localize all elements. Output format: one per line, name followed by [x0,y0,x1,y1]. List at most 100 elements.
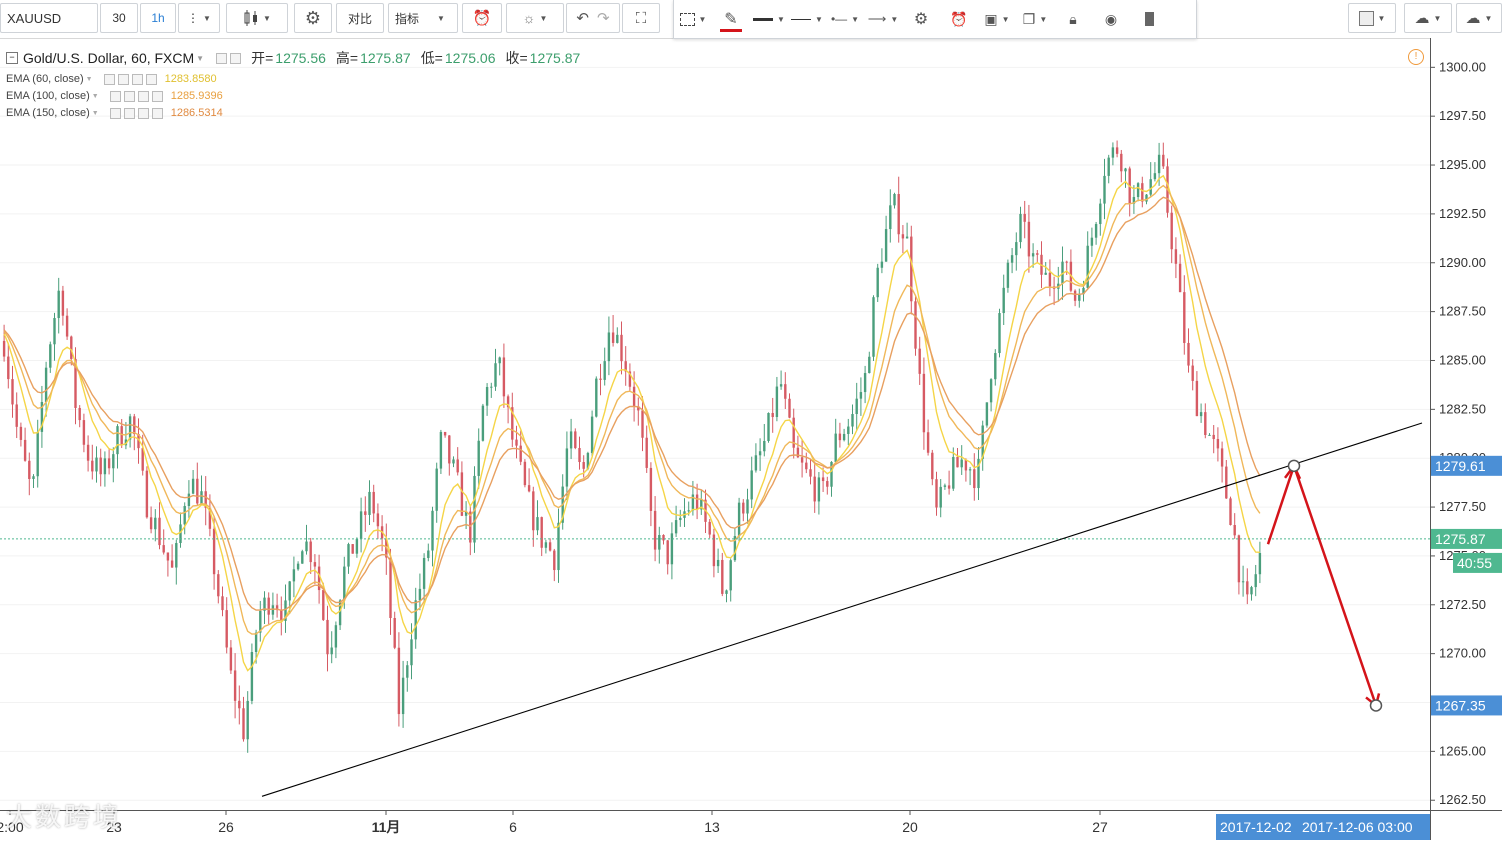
alert-button[interactable]: ⏰ [462,3,502,33]
candle-body [217,574,220,597]
line-dot-icon: •— [830,12,848,26]
visibility-button[interactable]: ◉ [1092,4,1130,34]
time-axis-svg: 2:00 23 26 11月 6 13 20 27 2017-12-02 2017-12-06 0… [0,811,1430,840]
price-axis[interactable]: 1300.00 1297.50 1295.00 1292.50 1290.00 1287.… [1430,38,1502,810]
undo-icon[interactable]: ↶ [576,10,589,27]
candle-body [708,521,711,535]
delete-drawing-button[interactable] [1130,4,1168,34]
candle-body [317,566,321,591]
candle-body [624,361,627,372]
candle-body [893,193,896,206]
candle-body [536,517,539,531]
symbol-search-input[interactable]: XAUUSD [0,3,98,33]
candle-body [107,458,111,469]
eye-icon[interactable] [103,73,115,85]
layout-button[interactable]: ▼ [1348,3,1396,33]
line-style-tool[interactable]: ▼ [788,4,826,34]
interval-input[interactable]: 30 [100,3,138,33]
line-end-tool[interactable]: ⟶ ▼ [864,4,902,34]
candle-body [65,315,69,337]
projection-handle-2 [1369,699,1383,712]
save-layout-button[interactable]: ☁ ▼ [1456,3,1502,33]
projection-path [1266,461,1378,706]
chevron-down-icon[interactable]: ▼ [196,53,205,63]
more-intervals-button[interactable]: ⋮ ▼ [178,3,220,33]
interval-unit-button[interactable]: 1h [140,3,176,33]
collapse-icon[interactable]: − [6,52,18,64]
price-tick-label: 1262.50 [1439,792,1486,807]
lock-icon: 🔒︎ [1069,10,1077,27]
chart-settings-button[interactable]: ⚙ [294,3,332,33]
eye-icon: ◉ [1104,10,1118,27]
plus-icon[interactable] [137,90,149,102]
candle-body [1170,212,1173,250]
candle-body [733,536,737,561]
close-icon[interactable] [151,107,163,119]
close-icon[interactable] [145,73,157,85]
warning-icon[interactable]: ! [1408,49,1424,65]
time-axis[interactable]: 2:00 23 26 11月 6 13 20 27 2017-12-02 2017-12-06 0… [0,810,1430,840]
candle-body [716,559,720,567]
bring-front-button[interactable]: ▣ ▼ [978,4,1016,34]
gear-icon[interactable] [230,52,242,64]
candle-body [603,361,606,380]
high-value: 1275.87 [360,50,411,66]
fullscreen-icon: ⛶ [635,9,647,27]
candle-body [1073,290,1077,301]
gear-icon[interactable] [123,107,135,119]
gear-icon[interactable] [117,73,129,85]
time-tick-label: 26 [218,819,234,835]
line-width-tool[interactable]: ▼ [750,4,788,34]
fullscreen-button[interactable]: ⛶ [622,3,660,33]
selection-tool[interactable]: ▼ [674,4,712,34]
eye-icon[interactable] [216,52,228,64]
chevron-down-icon: ▼ [1001,14,1010,24]
lock-button[interactable]: 🔒︎ [1054,4,1092,34]
load-layout-button[interactable]: ☁ ▼ [1404,3,1452,33]
cursor-date-bg-1 [1216,814,1298,840]
candle-body [691,494,695,511]
candle-body [7,356,10,380]
candle-body [553,550,556,571]
candle-body [1120,153,1123,172]
price-chart-svg[interactable] [0,38,1430,810]
eye-icon[interactable] [109,107,121,119]
candle-body [1212,434,1215,440]
candle-body [28,460,31,479]
open-value: 1275.56 [275,50,326,66]
candle-body [1019,213,1022,243]
pen-tool[interactable]: ✎ [712,4,750,34]
close-icon[interactable] [151,90,163,102]
candle-body [977,458,980,489]
clone-button[interactable]: ❐ ▼ [1016,4,1054,34]
chevron-down-icon: ▼ [203,13,211,23]
chevron-down-icon[interactable]: ▼ [85,75,93,83]
drawing-settings-button[interactable]: ⚙ [902,4,940,34]
plus-icon[interactable] [137,107,149,119]
redo-icon[interactable]: ↷ [597,10,610,27]
price-tick-label: 1300.00 [1439,59,1486,74]
ideas-button[interactable]: ☼ ▼ [506,3,564,33]
eye-icon[interactable] [109,90,121,102]
compare-button[interactable]: 对比 [336,3,384,33]
candle-body [481,405,485,441]
chevron-down-icon[interactable]: ▼ [91,109,99,117]
candle-body [826,481,829,487]
price-chart-pane[interactable] [0,38,1430,810]
line-start-tool[interactable]: •— ▼ [826,4,864,34]
gear-icon[interactable] [123,90,135,102]
candle-body [884,229,888,262]
indicators-button[interactable]: 指标 ▼ [388,3,458,33]
plus-icon[interactable] [131,73,143,85]
candle-body [259,610,262,633]
candle-body [700,499,703,510]
color-underline [720,29,742,32]
candle-body [343,566,346,601]
candle-body [250,651,254,701]
drawing-alert-button[interactable]: ⏰ [940,4,978,34]
copy-icon: ❐ [1022,10,1036,27]
chevron-down-icon[interactable]: ▼ [91,92,99,100]
candle-body [653,510,657,550]
candle-body [800,457,804,463]
chart-style-button[interactable]: ▼ [226,3,288,33]
